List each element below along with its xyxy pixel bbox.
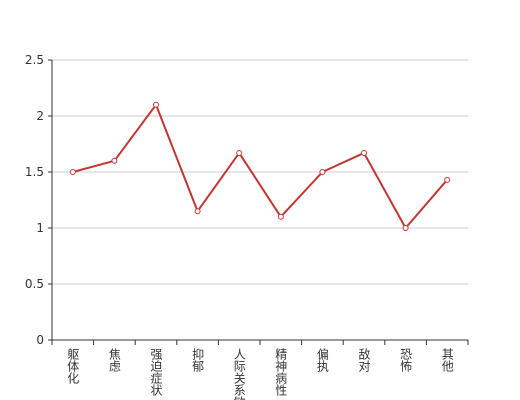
- x-tick-label: 敌对: [357, 347, 371, 372]
- point: [153, 101, 159, 108]
- x-tick-label: 强迫症状: [149, 348, 163, 396]
- x-tick-label: 人际关系敏感: [232, 348, 246, 400]
- point: [361, 149, 367, 156]
- x-tick-label: 恐怖: [399, 348, 413, 372]
- y-tick-label: 2.5: [25, 53, 44, 67]
- point: [319, 169, 326, 175]
- point: [194, 208, 201, 215]
- x-tick-label: 其他: [440, 348, 454, 372]
- x-tick-label: 精神病性: [274, 348, 288, 397]
- point: [277, 213, 284, 220]
- y-tick-label: 2: [36, 109, 44, 123]
- y-tick-label: 0.5: [25, 277, 44, 291]
- point: [402, 225, 409, 231]
- point: [444, 176, 451, 183]
- point: [111, 157, 118, 164]
- line: [72, 103, 448, 229]
- x-tick-label: 焦虑: [107, 348, 121, 372]
- x-tick-label: 偏执: [315, 347, 329, 373]
- point: [236, 149, 243, 156]
- y-tick-label: 0: [36, 333, 44, 347]
- y-tick-label: 1: [36, 221, 44, 235]
- x-tick-label: 躯体化: [66, 347, 80, 385]
- x-tick-label: 抑郁: [191, 347, 205, 373]
- y-tick-label: 1.5: [25, 165, 44, 179]
- point: [69, 169, 76, 175]
